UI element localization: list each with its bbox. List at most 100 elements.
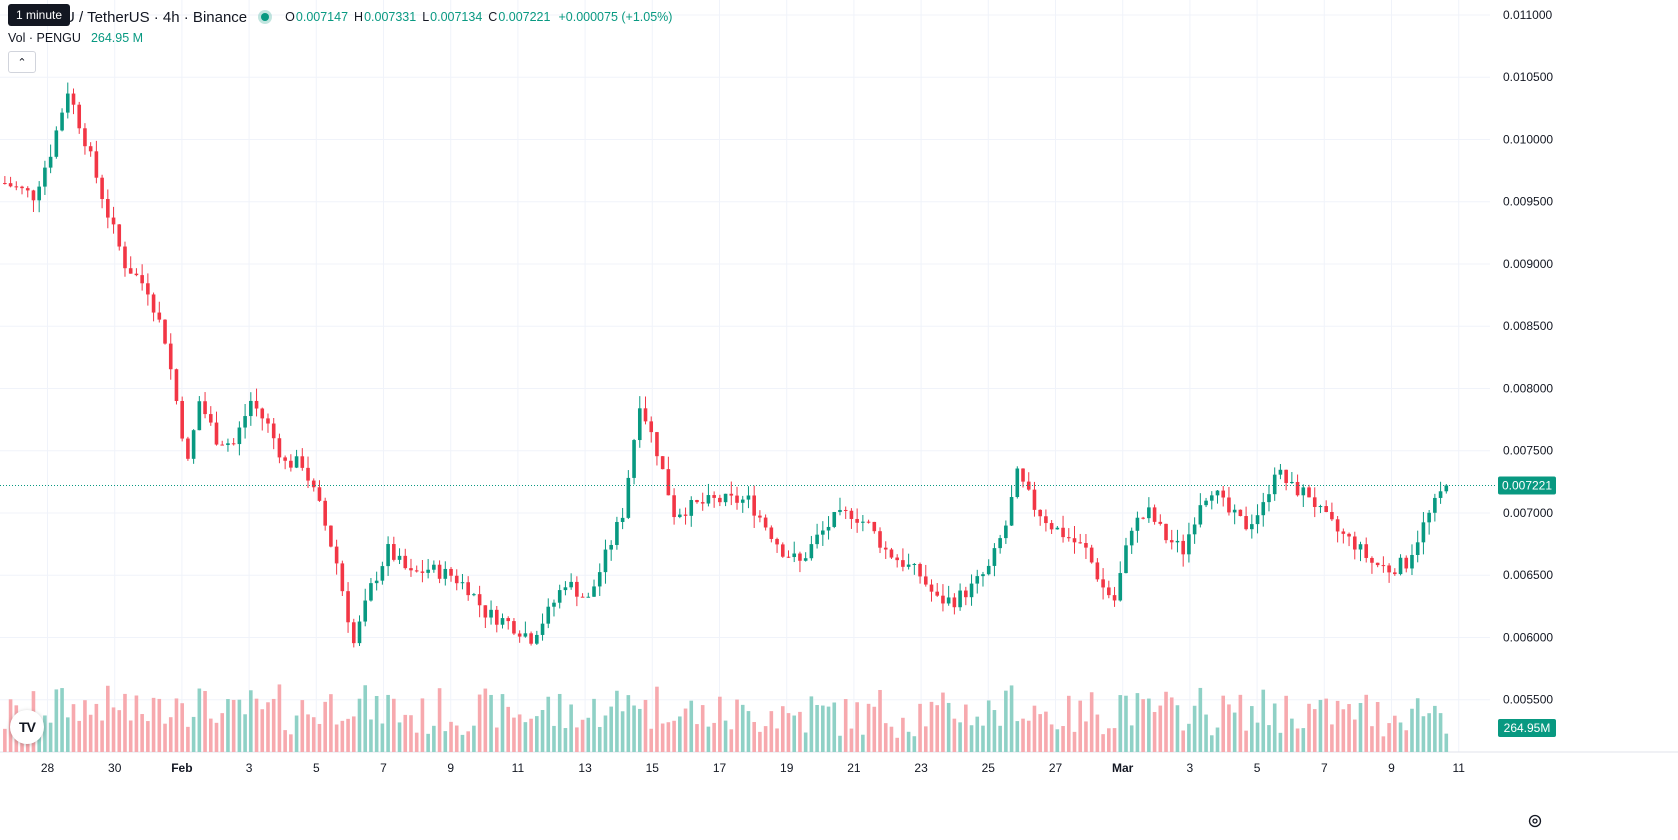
- price-tick-label: 0.006000: [1503, 630, 1553, 644]
- volume-bar: [1101, 734, 1105, 752]
- symbol-title[interactable]: U / TetherUS · 4h · Binance: [64, 8, 248, 26]
- candle-body: [300, 456, 305, 468]
- candle-body: [271, 423, 276, 439]
- volume-bar: [1290, 718, 1294, 752]
- volume-bar: [494, 727, 499, 752]
- candle-body: [88, 146, 93, 152]
- candle-body: [861, 521, 865, 523]
- volume-bar: [952, 718, 957, 752]
- volume-bar: [1124, 695, 1128, 752]
- volume-bar: [883, 723, 888, 752]
- volume-bar: [620, 711, 625, 752]
- volume-bar: [197, 688, 202, 752]
- volume-bar: [489, 694, 493, 752]
- candle-body: [832, 512, 837, 527]
- volume-bar: [843, 699, 848, 752]
- candle-body: [883, 547, 888, 550]
- volume-bar: [1089, 692, 1094, 752]
- volume-bar: [1061, 726, 1065, 752]
- volume-bar: [1187, 723, 1191, 752]
- close-value: 0.007221: [498, 10, 551, 24]
- candle-body: [168, 343, 173, 370]
- volume-bar: [660, 723, 665, 752]
- volume-bar: [369, 719, 373, 752]
- volume-bar: [666, 722, 671, 752]
- time-tick-label: Mar: [1112, 761, 1134, 775]
- volume-bar: [1438, 713, 1443, 752]
- candle-body: [1427, 512, 1431, 523]
- time-tick-label: 27: [1049, 761, 1063, 775]
- volume-bar: [586, 717, 591, 752]
- time-tick-label: 3: [246, 761, 253, 775]
- last-volume-label: 264.95M: [1504, 721, 1551, 735]
- candle-body: [340, 563, 345, 592]
- candle-body: [1164, 523, 1168, 541]
- candle-body: [1198, 505, 1203, 525]
- price-tick-label: 0.010500: [1503, 70, 1553, 84]
- volume-bar: [1387, 723, 1391, 752]
- volume-bar: [557, 693, 562, 752]
- candle-body: [1341, 531, 1346, 534]
- volume-bar: [523, 722, 528, 752]
- candle-body: [803, 558, 808, 561]
- candle-body: [94, 151, 99, 178]
- collapse-legend-button[interactable]: ⌃: [8, 51, 36, 73]
- candle-body: [397, 555, 402, 560]
- volume-bar: [935, 705, 940, 752]
- candle-body: [386, 544, 390, 567]
- volume-bar: [758, 731, 762, 752]
- volume-bar: [1255, 722, 1260, 752]
- candle-body: [1267, 494, 1271, 503]
- volume-legend[interactable]: Vol · PENGU 264.95 M: [8, 31, 143, 45]
- candle-body: [918, 563, 922, 577]
- candle-body: [758, 515, 762, 518]
- volume-bar: [780, 706, 785, 752]
- time-tick-label: 15: [646, 761, 660, 775]
- volume-bar: [231, 699, 236, 752]
- gear-icon[interactable]: [1527, 813, 1543, 829]
- candle-body: [1255, 515, 1260, 525]
- volume-bar: [1209, 735, 1214, 752]
- candle-body: [111, 217, 116, 225]
- volume-bar: [266, 702, 270, 752]
- volume-bar: [1330, 724, 1334, 752]
- volume-bar: [1261, 689, 1266, 752]
- candle-body: [1232, 509, 1237, 513]
- candle-body: [1009, 497, 1014, 526]
- candle-body: [992, 548, 997, 566]
- volume-bar: [1347, 704, 1351, 752]
- candle-body: [1358, 544, 1363, 550]
- candle-body: [454, 575, 459, 584]
- price-tick-label: 0.009000: [1503, 257, 1553, 271]
- volume-bar: [792, 715, 797, 752]
- candle-body: [329, 525, 333, 547]
- candle-body: [220, 444, 225, 446]
- volume-bar: [329, 694, 333, 752]
- volume-bar: [540, 710, 545, 752]
- high-label: H: [354, 10, 364, 24]
- volume-bar: [106, 685, 110, 752]
- candle-body: [666, 469, 671, 496]
- volume-bar: [626, 695, 631, 752]
- volume-bar: [334, 724, 339, 752]
- candle-body: [1192, 524, 1197, 535]
- volume-bar: [1215, 727, 1220, 752]
- candle-body: [958, 590, 962, 608]
- candle-body: [660, 456, 665, 470]
- volume-bar: [1238, 694, 1243, 752]
- last-volume-badge: [1498, 719, 1556, 737]
- candle-body: [31, 190, 36, 201]
- candle-body: [981, 574, 985, 577]
- candle-body: [1187, 534, 1191, 555]
- candle-body: [1101, 579, 1105, 588]
- candle-body: [208, 414, 213, 423]
- volume-bar: [123, 693, 127, 752]
- candle-body: [632, 440, 636, 478]
- tradingview-logo-icon[interactable]: TV: [10, 710, 44, 744]
- volume-bar: [454, 725, 459, 752]
- candle-body: [472, 594, 476, 596]
- candle-body: [1381, 565, 1386, 567]
